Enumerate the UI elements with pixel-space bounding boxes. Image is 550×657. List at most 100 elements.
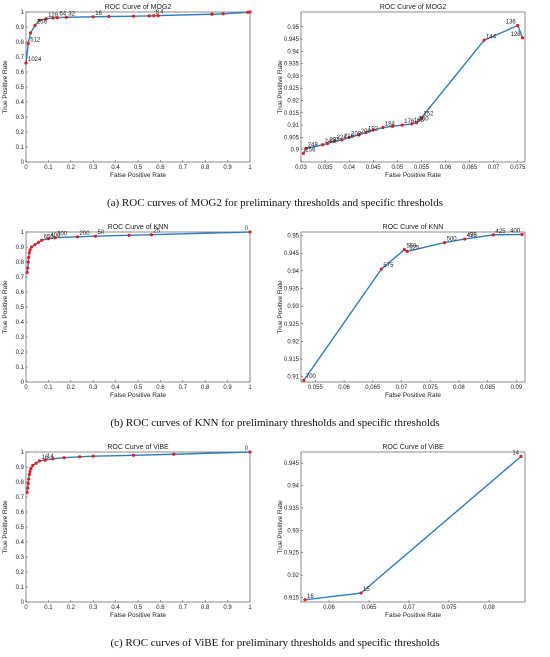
roc-chart-knn-specific: ROC Curve of KNN 0.055 0.06 0.065 0.07 0.075 0… bbox=[277, 224, 526, 399]
x-tick-label: 0.9 bbox=[223, 165, 232, 171]
roc-point bbox=[34, 461, 38, 465]
x-tick-label: 0.3 bbox=[89, 165, 98, 171]
threshold-label: 0 bbox=[245, 446, 249, 452]
y-tick-label: 0.94 bbox=[287, 269, 299, 275]
threshold-label: 136 bbox=[506, 20, 517, 26]
x-tick-label: 0.08 bbox=[483, 605, 495, 611]
y-axis-label: True Positive Rate bbox=[2, 280, 9, 334]
x-tick-label: 0.5 bbox=[134, 385, 143, 391]
x-tick-label: 0.4 bbox=[111, 165, 120, 171]
y-tick-label: 0.945 bbox=[284, 461, 300, 467]
roc-point bbox=[107, 14, 111, 19]
x-tick-label: 0.045 bbox=[366, 165, 382, 171]
roc-point bbox=[28, 469, 32, 474]
y-tick-label: 0.3 bbox=[16, 115, 25, 121]
roc-point bbox=[359, 591, 363, 595]
y-tick-label: 0.7 bbox=[16, 55, 25, 61]
threshold-label: 525 bbox=[409, 245, 420, 251]
roc-point bbox=[44, 17, 48, 21]
roc-point bbox=[520, 232, 524, 237]
roc-point bbox=[25, 270, 29, 275]
threshold-label: 128 bbox=[48, 13, 59, 19]
roc-point bbox=[33, 243, 37, 247]
threshold-label: 240 bbox=[325, 139, 336, 145]
y-tick-label: 0.945 bbox=[284, 251, 300, 257]
y-tick-label: 1 bbox=[21, 10, 25, 16]
threshold-label: 192 bbox=[368, 126, 379, 132]
y-tick-label: 0.91 bbox=[287, 123, 299, 129]
x-axis-label: False Positive Rate bbox=[110, 172, 166, 179]
threshold-label: 4 bbox=[160, 10, 164, 16]
y-tick-label: 0.94 bbox=[287, 484, 299, 490]
roc-point bbox=[91, 454, 95, 458]
y-axis-label: True Positive Rate bbox=[2, 500, 9, 554]
roc-point bbox=[31, 463, 35, 468]
y-tick-label: 0.945 bbox=[284, 37, 300, 43]
roc-point bbox=[78, 455, 82, 459]
roc-point bbox=[301, 151, 306, 155]
y-tick-label: 0.8 bbox=[16, 40, 25, 46]
x-tick-label: 0.075 bbox=[423, 385, 439, 391]
y-tick-label: 0 bbox=[21, 160, 25, 166]
chart-title: ROC Curve of KNN bbox=[108, 224, 169, 231]
y-axis-label: True Positive Rate bbox=[277, 500, 284, 554]
x-tick-label: 0.075 bbox=[510, 165, 526, 171]
roc-point bbox=[51, 16, 55, 20]
threshold-label: 232 bbox=[329, 138, 340, 144]
roc-point bbox=[402, 248, 406, 252]
x-tick-label: 0.06 bbox=[440, 165, 452, 171]
x-tick-label: 0.06 bbox=[323, 605, 335, 611]
roc-point bbox=[93, 234, 98, 238]
threshold-label: 256 bbox=[37, 20, 48, 26]
threshold-label: 248 bbox=[308, 142, 319, 148]
x-tick-label: 0.1 bbox=[44, 385, 53, 391]
x-tick-label: 0.08 bbox=[453, 385, 465, 391]
roc-point bbox=[491, 233, 496, 237]
x-tick-label: 0.065 bbox=[365, 385, 381, 391]
y-tick-label: 0.95 bbox=[287, 234, 299, 240]
threshold-label: 475 bbox=[467, 233, 478, 239]
y-tick-label: 0.915 bbox=[284, 596, 300, 602]
roc-chart-vibe-preliminary: ROC Curve of ViBE 0 0.1 0.2 0.3 0.4 0.5 0.6 0.7 0… bbox=[2, 444, 252, 619]
roc-chart-mog2-preliminary: ROC Curve of MOG2 0 0.1 0.2 0.3 0.4 0.5 0.6 0.7 0… bbox=[2, 4, 252, 179]
x-tick-label: 0.2 bbox=[67, 385, 76, 391]
roc-point bbox=[26, 486, 30, 490]
x-tick-label: 0.065 bbox=[462, 165, 478, 171]
y-tick-label: 0.4 bbox=[16, 320, 25, 326]
roc-series-line bbox=[304, 455, 522, 601]
threshold-label: 16 bbox=[95, 11, 102, 17]
threshold-label: 32 bbox=[68, 11, 75, 17]
roc-point bbox=[62, 456, 66, 460]
threshold-label: 200 bbox=[80, 231, 91, 237]
threshold-label: 208 bbox=[351, 131, 362, 137]
y-tick-label: 0.2 bbox=[16, 350, 25, 356]
y-tick-label: 0.925 bbox=[284, 551, 300, 557]
y-tick-label: 0.9 bbox=[291, 148, 300, 154]
roc-point bbox=[33, 23, 37, 28]
roc-series-line bbox=[303, 233, 523, 381]
x-tick-label: 0.07 bbox=[403, 605, 415, 611]
y-tick-label: 1 bbox=[21, 450, 25, 456]
x-tick-label: 0.4 bbox=[111, 605, 120, 611]
roc-point bbox=[519, 454, 523, 459]
roc-point bbox=[364, 130, 368, 135]
roc-point bbox=[379, 267, 384, 271]
roc-point bbox=[43, 458, 47, 462]
x-tick-label: 1 bbox=[248, 385, 252, 391]
chart-title: ROC Curve of MOG2 bbox=[105, 4, 172, 11]
y-tick-label: 0.2 bbox=[16, 570, 25, 576]
y-axis-label: True Positive Rate bbox=[2, 60, 9, 114]
y-tick-label: 0.1 bbox=[16, 585, 25, 591]
x-tick-label: 0 bbox=[24, 165, 28, 171]
roc-point bbox=[415, 121, 419, 125]
x-tick-label: 0.8 bbox=[201, 165, 210, 171]
x-tick-label: 0.7 bbox=[179, 605, 188, 611]
threshold-label: 14 bbox=[512, 450, 519, 456]
x-tick-label: 0.7 bbox=[179, 385, 188, 391]
threshold-label: 500 bbox=[447, 237, 458, 243]
roc-point bbox=[28, 248, 32, 252]
roc-point bbox=[24, 61, 28, 65]
threshold-label: 450 bbox=[467, 233, 478, 239]
y-tick-label: 0.8 bbox=[16, 480, 25, 486]
threshold-label: 1024 bbox=[28, 57, 42, 63]
